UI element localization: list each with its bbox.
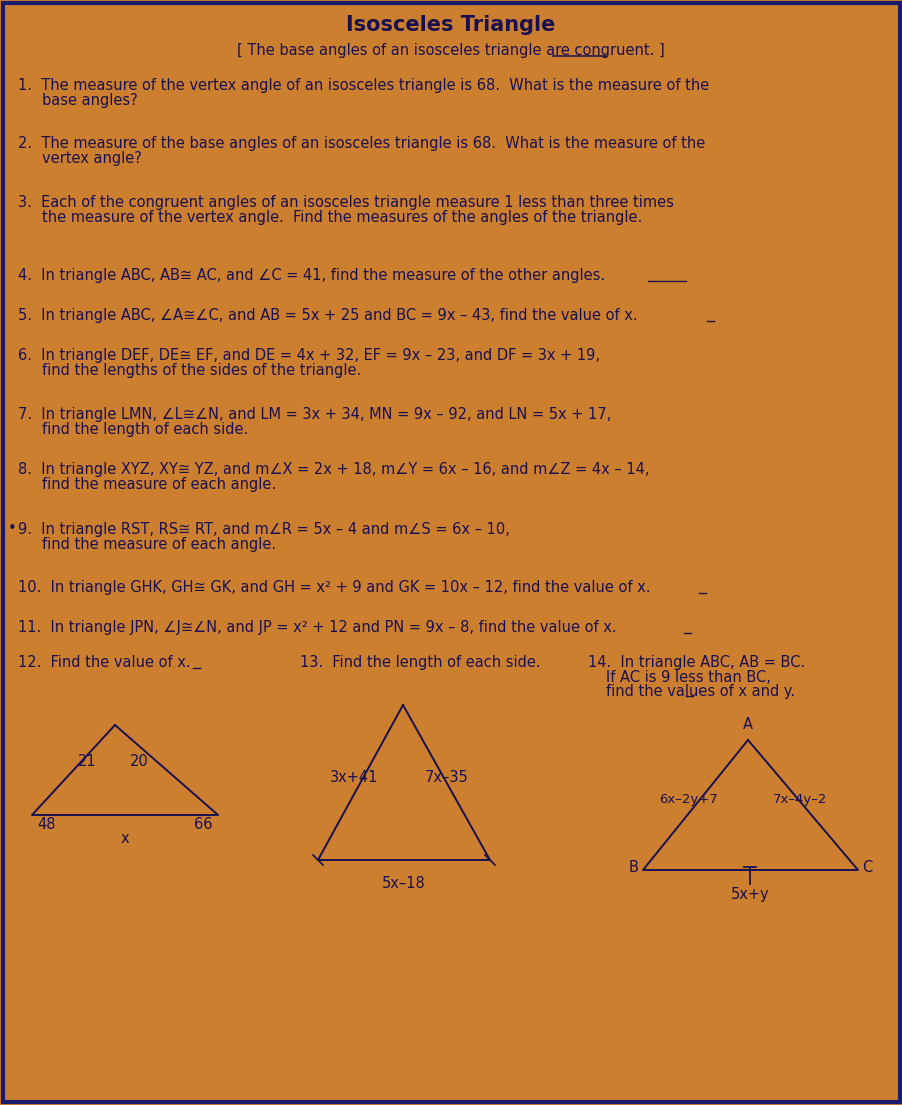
Text: B: B <box>629 861 639 875</box>
Text: 6.  In triangle DEF, DE≅ EF, and DE = 4x + 32, EF = 9x – 23, and DF = 3x + 19,: 6. In triangle DEF, DE≅ EF, and DE = 4x … <box>18 348 599 364</box>
Text: [ The base angles of an isosceles triangle are congruent. ]: [ The base angles of an isosceles triang… <box>237 43 664 57</box>
Text: vertex angle?: vertex angle? <box>42 150 142 166</box>
Text: 48: 48 <box>37 817 55 832</box>
Text: find the values of x and y.: find the values of x and y. <box>605 684 795 699</box>
Text: x: x <box>121 831 129 846</box>
Text: 3.  Each of the congruent angles of an isosceles triangle measure 1 less than th: 3. Each of the congruent angles of an is… <box>18 194 673 210</box>
Text: 5.  In triangle ABC, ∠A≅∠C, and AB = 5x + 25 and BC = 9x – 43, find the value of: 5. In triangle ABC, ∠A≅∠C, and AB = 5x +… <box>18 308 637 323</box>
Text: find the measure of each angle.: find the measure of each angle. <box>42 476 276 492</box>
Text: If AC is 9 less than BC,: If AC is 9 less than BC, <box>605 670 770 684</box>
Text: 12.  Find the value of x.: 12. Find the value of x. <box>18 655 190 670</box>
Text: 11.  In triangle JPN, ∠J≅∠N, and JP = x² + 12 and PN = 9x – 8, find the value of: 11. In triangle JPN, ∠J≅∠N, and JP = x² … <box>18 620 616 635</box>
Text: 10.  In triangle GHK, GH≅ GK, and GH = x² + 9 and GK = 10x – 12, find the value : 10. In triangle GHK, GH≅ GK, and GH = x²… <box>18 580 649 594</box>
Text: 7x–4y–2: 7x–4y–2 <box>772 793 826 807</box>
Text: 3x+41: 3x+41 <box>329 770 378 785</box>
Text: 6x–2y+7: 6x–2y+7 <box>658 793 717 807</box>
Text: A: A <box>742 717 752 732</box>
Text: C: C <box>861 861 871 875</box>
Text: 9.  In triangle RST, RS≅ RT, and m∠R = 5x – 4 and m∠S = 6x – 10,: 9. In triangle RST, RS≅ RT, and m∠R = 5x… <box>18 522 510 537</box>
Text: 4.  In triangle ABC, AB≅ AC, and ∠C = 41, find the measure of the other angles.: 4. In triangle ABC, AB≅ AC, and ∠C = 41,… <box>18 269 604 283</box>
Text: 5x–18: 5x–18 <box>382 876 426 891</box>
Text: the measure of the vertex angle.  Find the measures of the angles of the triangl: the measure of the vertex angle. Find th… <box>42 210 641 224</box>
Text: 1.  The measure of the vertex angle of an isosceles triangle is 68.  What is the: 1. The measure of the vertex angle of an… <box>18 78 708 93</box>
Text: 5x+y: 5x+y <box>731 887 769 902</box>
Text: 8.  In triangle XYZ, XY≅ YZ, and m∠X = 2x + 18, m∠Y = 6x – 16, and m∠Z = 4x – 14: 8. In triangle XYZ, XY≅ YZ, and m∠X = 2x… <box>18 462 649 477</box>
Text: find the lengths of the sides of the triangle.: find the lengths of the sides of the tri… <box>42 362 361 378</box>
Text: Isosceles Triangle: Isosceles Triangle <box>346 15 555 35</box>
Text: •: • <box>8 520 17 536</box>
Text: 13.  Find the length of each side.: 13. Find the length of each side. <box>299 655 540 670</box>
Text: 7x–35: 7x–35 <box>425 770 468 785</box>
Text: 14.  In triangle ABC, AB = BC.: 14. In triangle ABC, AB = BC. <box>587 655 805 670</box>
Text: 21: 21 <box>78 755 97 769</box>
Text: 2.  The measure of the base angles of an isosceles triangle is 68.  What is the : 2. The measure of the base angles of an … <box>18 136 704 151</box>
Text: find the measure of each angle.: find the measure of each angle. <box>42 537 276 551</box>
Text: 66: 66 <box>194 817 213 832</box>
Text: 7.  In triangle LMN, ∠L≅∠N, and LM = 3x + 34, MN = 9x – 92, and LN = 5x + 17,: 7. In triangle LMN, ∠L≅∠N, and LM = 3x +… <box>18 407 611 422</box>
Text: 20: 20 <box>130 755 149 769</box>
Text: find the length of each side.: find the length of each side. <box>42 421 248 436</box>
Text: base angles?: base angles? <box>42 93 138 107</box>
